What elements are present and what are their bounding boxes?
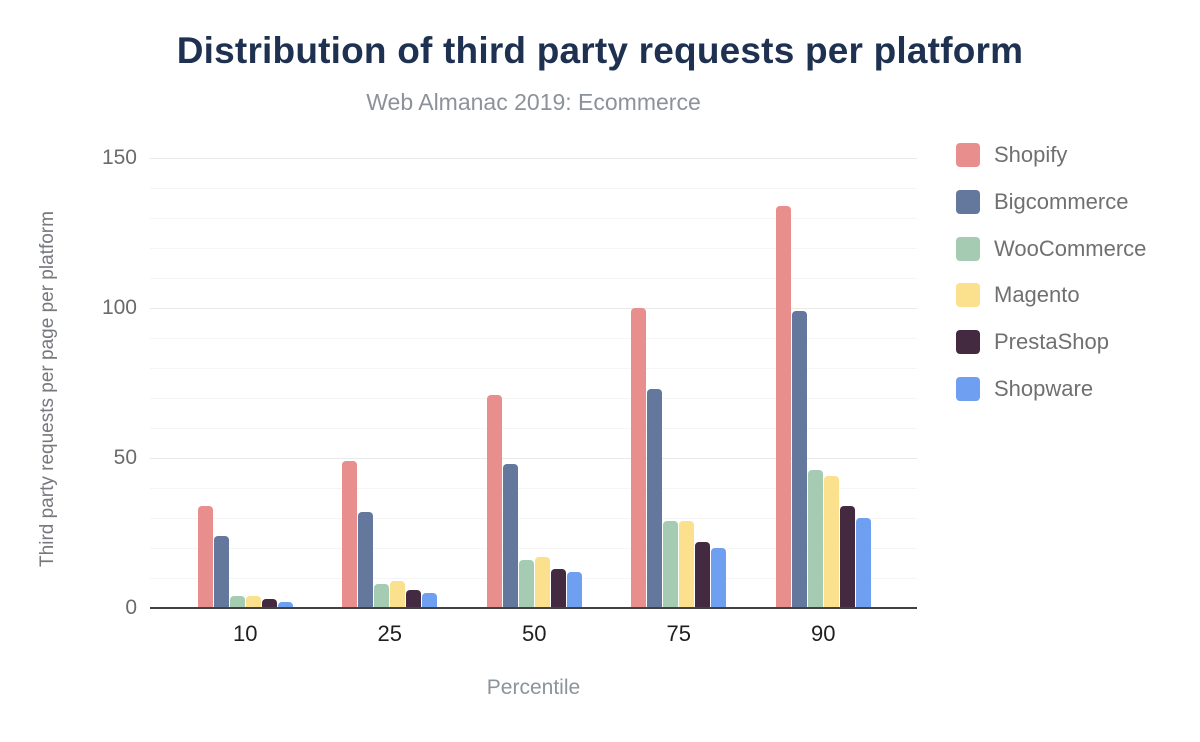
legend-item-shopware: Shopware [956, 377, 1093, 401]
bar-shopware-p10[interactable] [277, 602, 293, 608]
x-tick-label-25: 25 [377, 621, 402, 646]
bar-prestashop-p25[interactable] [406, 590, 422, 608]
bar-prestashop-p75[interactable] [695, 542, 711, 608]
bar-prestashop-p10[interactable] [261, 599, 277, 608]
x-tick-label-90: 90 [811, 621, 836, 646]
bar-woocommerce-p75[interactable] [663, 521, 679, 608]
prestashop-swatch-icon [956, 330, 980, 355]
legend-label-bigcommerce: Bigcommerce [994, 188, 1129, 214]
bar-woocommerce-p25[interactable] [374, 584, 390, 608]
gridline-40 [150, 488, 917, 489]
x-axis-title: Percentile [486, 676, 581, 699]
bar-woocommerce-p90[interactable] [807, 470, 823, 608]
gridline-50 [150, 458, 917, 459]
bar-magento-p90[interactable] [823, 476, 839, 608]
legend-label-shopware: Shopware [994, 376, 1094, 401]
chart-title: Distribution of third party requests per… [176, 30, 1024, 71]
y-axis-title: Third party requests per page per platfo… [37, 211, 58, 567]
bar-bigcommerce-p10[interactable] [213, 536, 229, 608]
legend-item-woocommerce: WooCommerce [956, 235, 1147, 261]
gridline-120 [150, 248, 917, 249]
y-tick-label-150: 150 [101, 146, 137, 169]
bar-shopware-p25[interactable] [422, 593, 438, 608]
bar-prestashop-p90[interactable] [839, 506, 855, 608]
bar-shopware-p75[interactable] [711, 548, 727, 608]
gridline-150 [150, 158, 917, 159]
bar-prestashop-p50[interactable] [550, 569, 566, 608]
bar-shopify-p75[interactable] [631, 308, 647, 608]
shopify-swatch-icon [956, 143, 980, 167]
gridline-60 [150, 428, 917, 429]
woocommerce-swatch-icon [956, 236, 980, 261]
gridline-130 [150, 218, 917, 219]
legend-item-prestashop: PrestaShop [956, 329, 1109, 355]
legend-item-magento: Magento [956, 282, 1080, 308]
x-tick-label-75: 75 [666, 621, 691, 646]
bar-shopify-p90[interactable] [775, 206, 791, 608]
x-axis-line [150, 606, 917, 609]
y-tick-label-50: 50 [113, 446, 137, 469]
legend-item-shopify: Shopify [956, 143, 1067, 167]
gridline-30 [150, 518, 917, 519]
bar-bigcommerce-p90[interactable] [791, 311, 807, 608]
gridline-70 [150, 398, 917, 399]
y-tick-label-0: 0 [125, 596, 137, 619]
legend-label-woocommerce: WooCommerce [994, 235, 1147, 261]
gridline-20 [150, 548, 917, 549]
y-tick-label-100: 100 [101, 296, 137, 319]
bar-magento-p10[interactable] [245, 596, 261, 608]
bar-bigcommerce-p75[interactable] [647, 389, 663, 608]
gridline-80 [150, 368, 917, 369]
bar-bigcommerce-p25[interactable] [358, 512, 374, 608]
bar-woocommerce-p50[interactable] [518, 560, 534, 608]
bar-magento-p50[interactable] [534, 557, 550, 608]
bar-shopify-p25[interactable] [342, 461, 358, 608]
gridline-90 [150, 338, 917, 339]
bar-magento-p25[interactable] [390, 581, 406, 608]
gridline-140 [150, 188, 917, 189]
bar-woocommerce-p10[interactable] [229, 596, 245, 608]
bar-bigcommerce-p50[interactable] [502, 464, 518, 608]
legend-label-prestashop: PrestaShop [994, 329, 1109, 355]
magento-swatch-icon [956, 283, 980, 308]
legend-label-magento: Magento [994, 282, 1080, 308]
legend-label-shopify: Shopify [994, 142, 1068, 167]
gridline-110 [150, 278, 917, 279]
legend-item-bigcommerce: Bigcommerce [956, 188, 1129, 214]
shopware-swatch-icon [956, 377, 980, 401]
x-tick-label-50: 50 [522, 621, 547, 646]
bigcommerce-swatch-icon [956, 189, 980, 214]
bar-shopify-p50[interactable] [486, 395, 502, 608]
bar-shopware-p90[interactable] [855, 518, 871, 608]
gridline-100 [150, 308, 917, 309]
chart-subtitle: Web Almanac 2019: Ecommerce [366, 89, 701, 115]
bar-shopify-p10[interactable] [197, 506, 213, 608]
bar-magento-p75[interactable] [679, 521, 695, 608]
x-tick-label-10: 10 [233, 621, 258, 646]
bar-shopware-p50[interactable] [566, 572, 582, 608]
